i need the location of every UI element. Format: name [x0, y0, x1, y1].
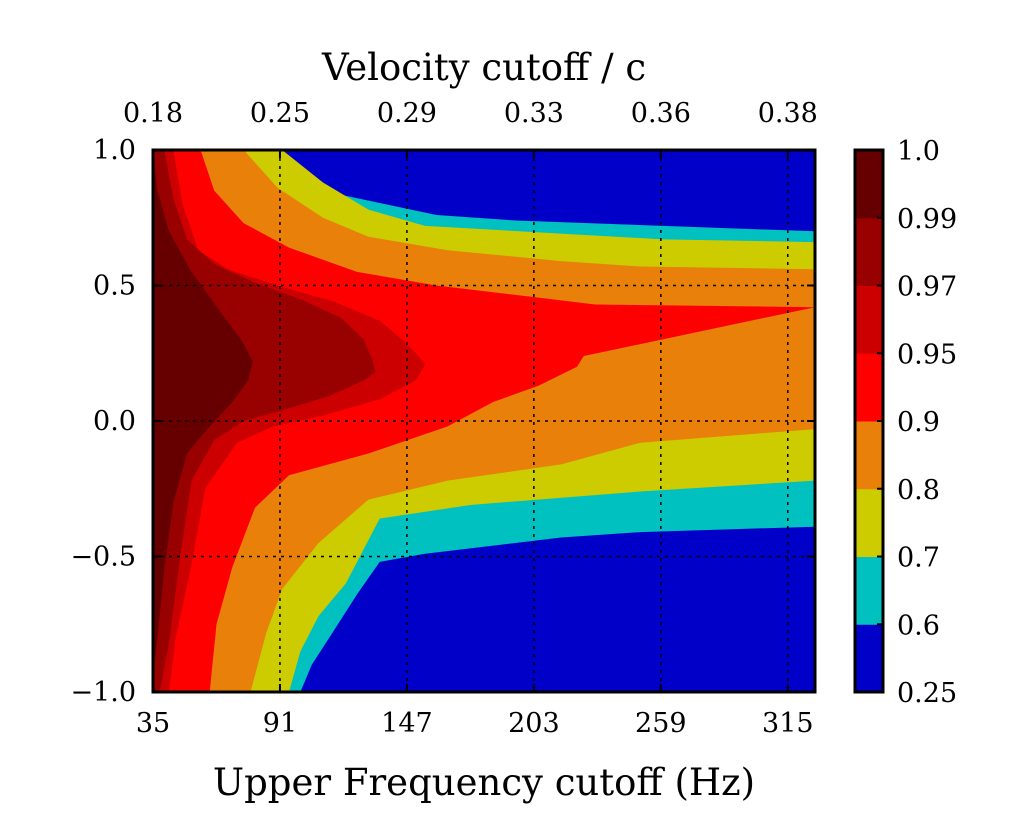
colorbar-swatch — [855, 150, 883, 219]
contour-band-0.99 — [153, 150, 253, 679]
colorbar-tick-label: 0.8 — [897, 475, 940, 506]
colorbar-swatch — [855, 285, 883, 354]
x-tick-label: 315 — [762, 708, 814, 739]
contour-band-0.9 — [153, 150, 815, 692]
colorbar-tick-label: 0.25 — [897, 678, 957, 709]
colorbar-tick-label: 0.97 — [897, 272, 957, 303]
colorbar-swatch — [855, 353, 883, 422]
colorbar-tick-label: 0.6 — [897, 610, 940, 641]
colorbar-swatch — [855, 488, 883, 557]
x-axis-title: Upper Frequency cutoff (Hz) — [213, 761, 755, 804]
y-tick-label: 0.5 — [93, 271, 136, 302]
y-tick-label: −1.0 — [70, 677, 136, 708]
colorbar-swatch — [855, 217, 883, 286]
colorbar-swatch — [855, 624, 883, 693]
x-tick-label: 91 — [263, 708, 297, 739]
contour-band-0.97 — [153, 150, 376, 692]
x-tick-label: 203 — [508, 708, 560, 739]
y-tick-label: 0.0 — [93, 406, 136, 437]
colorbar-tick-label: 0.7 — [897, 543, 940, 574]
x-tick-label: 147 — [381, 708, 433, 739]
colorbar-tick-label: 0.9 — [897, 407, 940, 438]
x-tick-label: 259 — [635, 708, 687, 739]
top-axis-ticks: 0.18 0.25 0.29 0.33 0.36 0.38 — [123, 98, 818, 158]
y-tick-label: −0.5 — [70, 542, 136, 573]
top-axis-title: Velocity cutoff / c — [321, 46, 646, 89]
top-tick-label: 0.38 — [758, 98, 818, 129]
x-tick-label: 35 — [136, 708, 170, 739]
colorbar: 0.25 0.6 0.7 0.8 0.9 0.95 0.97 0.99 1.0 — [853, 136, 957, 709]
top-tick-label: 0.18 — [123, 98, 183, 129]
colorbar-tick-label: 0.99 — [897, 204, 957, 235]
colorbar-swatch — [855, 556, 883, 625]
colorbar-tick-label: 0.95 — [897, 339, 957, 370]
colorbar-swatch — [855, 421, 883, 490]
x-axis-ticks: 35 91 147 203 259 315 — [136, 684, 814, 739]
top-tick-label: 0.29 — [377, 98, 437, 129]
y-tick-label: 1.0 — [93, 135, 136, 166]
colorbar-tick-label: 1.0 — [897, 136, 940, 167]
grid-lines — [153, 150, 815, 692]
top-tick-label: 0.33 — [504, 98, 564, 129]
top-tick-label: 0.25 — [250, 98, 310, 129]
y-axis-ticks: 1.0 0.5 0.0 −0.5 −1.0 — [70, 135, 815, 708]
top-tick-label: 0.36 — [631, 98, 691, 129]
